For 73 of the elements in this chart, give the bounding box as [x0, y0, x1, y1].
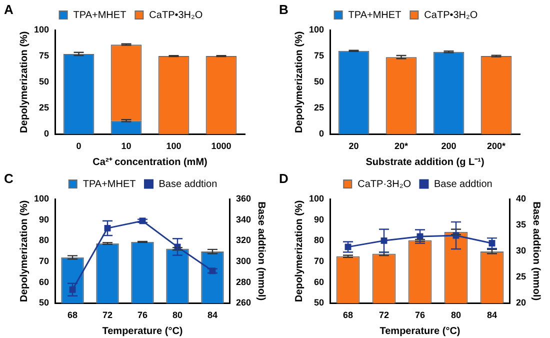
y-tick-label: 25 [39, 102, 50, 113]
x-tick-label: 20* [394, 141, 409, 152]
x-tick-label: 80 [450, 310, 462, 320]
x-tick-label: 72 [379, 310, 390, 320]
legend-label: TPA+MHET [348, 10, 402, 21]
x-axis-title: Ca²⁺ concentration (mM) [92, 156, 208, 168]
y-axis-title: Depolymerization (%) [294, 200, 305, 302]
y2-tick-label: 35 [516, 220, 526, 230]
x-axis-title: Substrate addition (g L⁻¹) [366, 156, 484, 168]
text: A [4, 2, 14, 18]
x-tick-label: 84 [207, 310, 218, 320]
y-axis-title: Depolymerization (%) [18, 200, 30, 302]
y-tick-label: 0 [44, 128, 50, 139]
text: B [279, 2, 288, 18]
y2-axis-title: Base addtion (mmol) [530, 202, 542, 301]
y2-tick-label: 40 [516, 193, 526, 204]
y2-tick-label: 360 [236, 193, 252, 204]
y-tick-label: 60 [39, 276, 50, 287]
x-tick-label: 20 [348, 141, 359, 152]
y-tick-label: 100 [308, 24, 324, 34]
text: D [279, 171, 288, 186]
y-tick-label: 100 [34, 193, 50, 204]
x-tick-label: 72 [102, 310, 113, 320]
y2-tick-label: 20 [516, 298, 526, 308]
y-tick-label: 90 [39, 214, 50, 224]
y-tick-label: 80 [39, 235, 50, 246]
legend-label: CaTP·3H₂O [358, 178, 412, 190]
legend-label: CaTP•3H₂O [424, 10, 478, 21]
legend-label: TPA+MHET [73, 10, 126, 21]
x-tick-label: 76 [414, 310, 426, 320]
y-axis-title: Depolymerization (%) [294, 31, 305, 133]
y2-axis-title: Base addtion (mmol) [255, 202, 266, 301]
y-tick-label: 50 [39, 76, 50, 87]
y-tick-label: 60 [314, 276, 324, 287]
y2-tick-label: 25 [516, 272, 526, 282]
x-axis-title: Temperature (°C) [102, 326, 183, 337]
y-tick-label: 50 [314, 76, 324, 87]
y-tick-label: 80 [314, 235, 324, 246]
x-tick-label: 68 [343, 310, 354, 320]
y-tick-label: 25 [314, 102, 324, 113]
y-tick-label: 75 [39, 50, 50, 61]
y-tick-label: 70 [314, 256, 324, 266]
x-tick-label: 80 [172, 310, 182, 320]
y-tick-label: 50 [39, 298, 50, 308]
y-tick-label: 90 [314, 214, 324, 224]
y-tick-label: 100 [34, 24, 50, 34]
text: C [4, 171, 14, 186]
x-tick-label: 200* [486, 141, 506, 152]
x-tick-label: 68 [68, 310, 78, 320]
y2-tick-label: 260 [236, 298, 252, 308]
x-tick-label: 1000 [211, 141, 232, 152]
x-tick-label: 84 [486, 310, 497, 320]
y-tick-label: 0 [319, 128, 324, 139]
y-tick-label: 100 [308, 193, 324, 204]
y2-tick-label: 300 [236, 256, 252, 266]
y2-tick-label: 340 [236, 214, 252, 224]
y-axis-title: Depolymerization (%) [18, 31, 30, 133]
x-axis-title: Temperature (°C) [380, 326, 460, 337]
y2-tick-label: 320 [236, 235, 252, 246]
x-tick-label: 10 [121, 141, 132, 152]
x-tick-label: 0 [76, 141, 82, 152]
y2-tick-label: 280 [236, 276, 252, 287]
y-tick-label: 75 [314, 50, 324, 61]
x-tick-label: 200 [441, 141, 456, 152]
legend-label: Base addtion [434, 178, 492, 190]
x-tick-label: 76 [137, 310, 148, 320]
x-tick-label: 100 [166, 141, 182, 152]
legend-label: Base addtion [158, 178, 218, 190]
y-tick-label: 50 [314, 298, 324, 308]
legend-label: TPA+MHET [82, 178, 136, 190]
y-tick-label: 70 [39, 256, 50, 266]
y2-tick-label: 30 [516, 246, 526, 256]
legend-label: CaTP•3H₂O [149, 10, 203, 21]
